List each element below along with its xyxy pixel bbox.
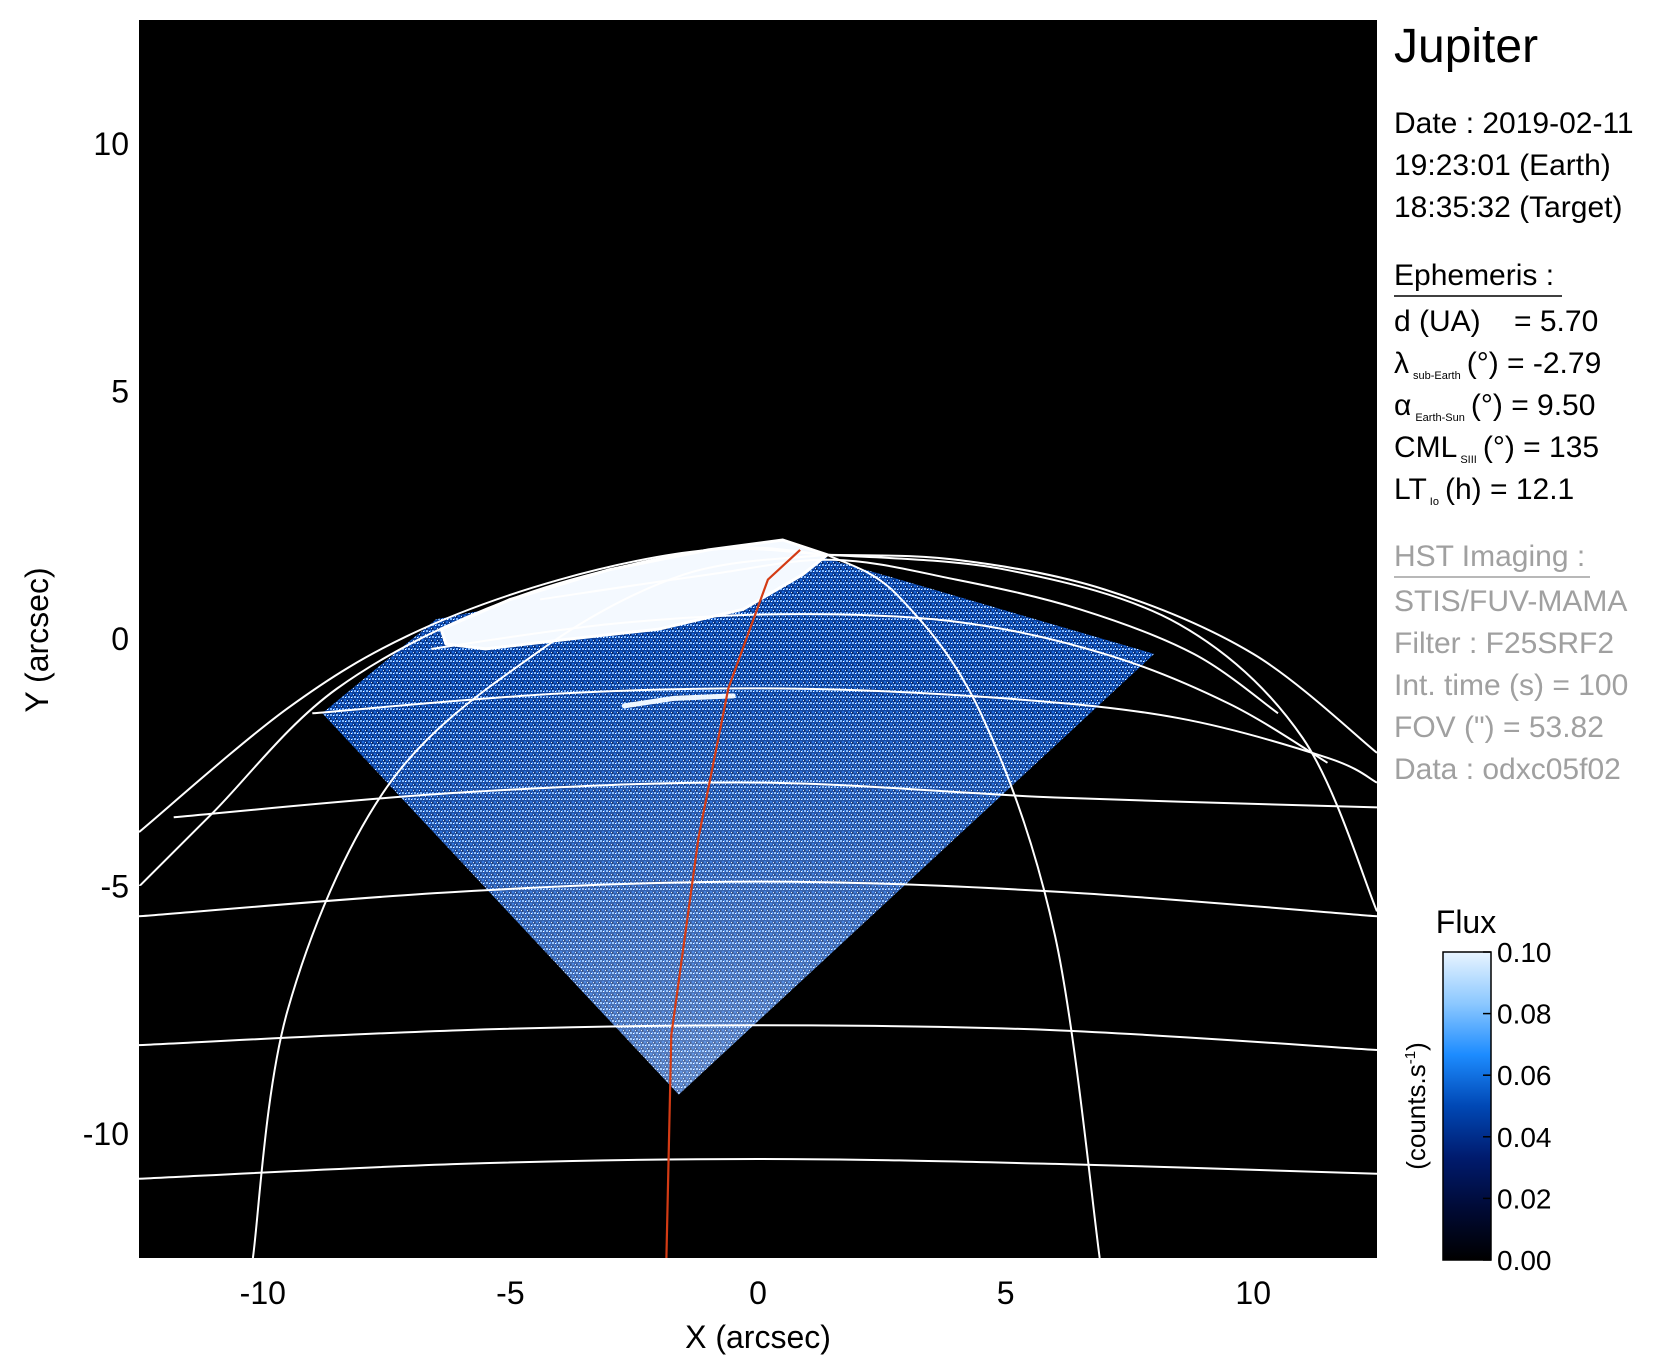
lt-line: LT Io (h) = 12.1 — [1394, 473, 1574, 508]
colorbar-tick-label: 0.10 — [1497, 937, 1552, 968]
date-line: Date : 2019-02-11 — [1394, 107, 1634, 140]
colorbar-ticks: 0.10 0.08 0.06 0.04 0.02 0.00 — [1483, 937, 1552, 1276]
hst-heading: HST Imaging : — [1394, 540, 1585, 573]
earth-time: 19:23:01 (Earth) — [1394, 149, 1611, 182]
colorbar-tick-label: 0.04 — [1497, 1122, 1552, 1153]
colorbar-gradient — [1442, 951, 1492, 1261]
fov-line: FOV (") = 53.82 — [1394, 711, 1604, 744]
colorbar-tick-label: 0.02 — [1497, 1183, 1552, 1214]
latitude-line-5 — [139, 1024, 1377, 1051]
filter-line: Filter : F25SRF2 — [1394, 627, 1614, 660]
dataset-line: Data : odxc05f02 — [1394, 753, 1621, 786]
side-panel: Jupiter Date : 2019-02-11 19:23:01 (Eart… — [1394, 20, 1634, 786]
y-tick-label: 0 — [111, 621, 129, 657]
latitude-line-1 — [431, 613, 1329, 764]
alpha-line: α Earth-Sun (°) = 9.50 — [1394, 389, 1595, 424]
latitude-line-2 — [312, 687, 1377, 784]
colorbar-tick-label: 0.08 — [1497, 999, 1552, 1030]
x-tick-label: -10 — [240, 1275, 286, 1311]
x-axis-label: X (arcsec) — [685, 1319, 831, 1355]
int-time-line: Int. time (s) = 100 — [1394, 669, 1628, 702]
x-tick-label: 0 — [749, 1275, 767, 1311]
hst-imaging-block: HST Imaging : STIS/FUV-MAMA Filter : F25… — [1394, 540, 1628, 786]
central-meridian-line — [665, 549, 801, 1258]
aurora-arc — [621, 693, 736, 709]
longitude-line-5 — [827, 553, 1377, 754]
y-tick-label: 5 — [111, 373, 129, 409]
y-axis-ticks: 10 5 0 -5 -10 — [83, 126, 151, 1152]
latitude-line-0 — [539, 558, 1279, 715]
x-tick-label: -5 — [496, 1275, 524, 1311]
longitude-line-2 — [251, 553, 828, 1258]
instrument-line: STIS/FUV-MAMA — [1394, 585, 1627, 618]
longitude-line-1 — [139, 546, 828, 888]
cml-line: CML SIII (°) = 135 — [1394, 431, 1599, 466]
y-tick-label: 10 — [93, 126, 129, 162]
x-tick-label: 10 — [1235, 1275, 1271, 1311]
colorbar: Flux 0.10 0.08 0.06 0.04 0.02 0.00 (counts.s-… — [1401, 904, 1552, 1276]
x-axis-ticks: -10 -5 0 5 10 — [240, 1246, 1271, 1311]
distance-line: d (UA) = 5.70 — [1394, 305, 1598, 338]
longitude-grid — [139, 546, 1377, 1258]
colorbar-tick-label: 0.06 — [1497, 1060, 1552, 1091]
y-tick-label: -10 — [83, 1116, 129, 1152]
x-tick-label: 5 — [997, 1275, 1015, 1311]
target-time: 18:35:32 (Target) — [1394, 191, 1622, 224]
observed-region-glow — [322, 549, 1155, 1095]
y-axis-label: Y (arcsec) — [19, 567, 55, 712]
y-tick-label: -5 — [101, 869, 129, 905]
colorbar-title: Flux — [1436, 904, 1496, 940]
latitude-line-4 — [139, 880, 1377, 918]
colorbar-tick-label: 0.00 — [1497, 1245, 1552, 1276]
latitude-line-6 — [139, 1157, 1377, 1180]
latitude-line-3 — [173, 781, 1377, 819]
longitude-line-3 — [826, 553, 1101, 1258]
latitude-grid — [139, 558, 1377, 1180]
lambda-line: λ sub-Earth (°) = -2.79 — [1394, 347, 1601, 382]
longitude-line-4 — [827, 553, 1377, 912]
ephemeris-heading: Ephemeris : — [1394, 259, 1554, 292]
planet-title: Jupiter — [1394, 20, 1538, 73]
colorbar-label: (counts.s-1) — [1401, 1042, 1431, 1170]
